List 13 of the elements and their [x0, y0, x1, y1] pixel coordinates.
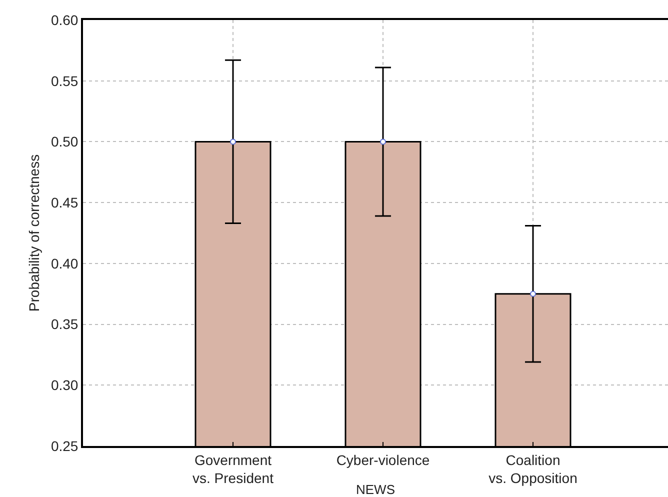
x-tick-label: Coalition vs. Opposition — [488, 452, 578, 486]
x-axis-title: NEWS — [356, 482, 396, 497]
y-tick-label: 0.50 — [50, 134, 78, 150]
y-tick-label: 0.45 — [50, 194, 78, 210]
y-tick-label: 0.35 — [50, 316, 78, 332]
y-tick-label: 0.25 — [50, 438, 78, 454]
y-axis-title: Probability of correctness — [26, 154, 42, 312]
x-tick-label: Government vs. President — [192, 452, 274, 486]
y-tick-label: 0.60 — [50, 12, 78, 28]
y-tick-label: 0.55 — [50, 72, 78, 89]
y-tick-label: 0.40 — [50, 255, 78, 272]
y-tick-label: 0.30 — [50, 377, 78, 394]
x-tick-label: Cyber-violence — [336, 452, 430, 468]
